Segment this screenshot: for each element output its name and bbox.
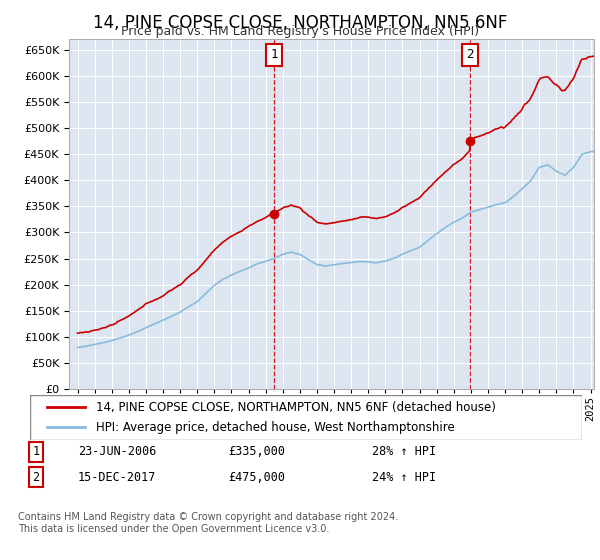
Text: Price paid vs. HM Land Registry's House Price Index (HPI): Price paid vs. HM Land Registry's House …: [121, 25, 479, 38]
Text: £335,000: £335,000: [228, 445, 285, 459]
Text: 2: 2: [466, 48, 474, 62]
Text: 1: 1: [32, 445, 40, 459]
Text: 28% ↑ HPI: 28% ↑ HPI: [372, 445, 436, 459]
Text: 14, PINE COPSE CLOSE, NORTHAMPTON, NN5 6NF: 14, PINE COPSE CLOSE, NORTHAMPTON, NN5 6…: [93, 14, 507, 32]
Text: 23-JUN-2006: 23-JUN-2006: [78, 445, 157, 459]
Text: 24% ↑ HPI: 24% ↑ HPI: [372, 470, 436, 484]
Text: Contains HM Land Registry data © Crown copyright and database right 2024.
This d: Contains HM Land Registry data © Crown c…: [18, 512, 398, 534]
Text: HPI: Average price, detached house, West Northamptonshire: HPI: Average price, detached house, West…: [96, 421, 455, 433]
Text: £475,000: £475,000: [228, 470, 285, 484]
Text: 15-DEC-2017: 15-DEC-2017: [78, 470, 157, 484]
Text: 2: 2: [32, 470, 40, 484]
Text: 1: 1: [270, 48, 278, 62]
Text: 14, PINE COPSE CLOSE, NORTHAMPTON, NN5 6NF (detached house): 14, PINE COPSE CLOSE, NORTHAMPTON, NN5 6…: [96, 401, 496, 414]
